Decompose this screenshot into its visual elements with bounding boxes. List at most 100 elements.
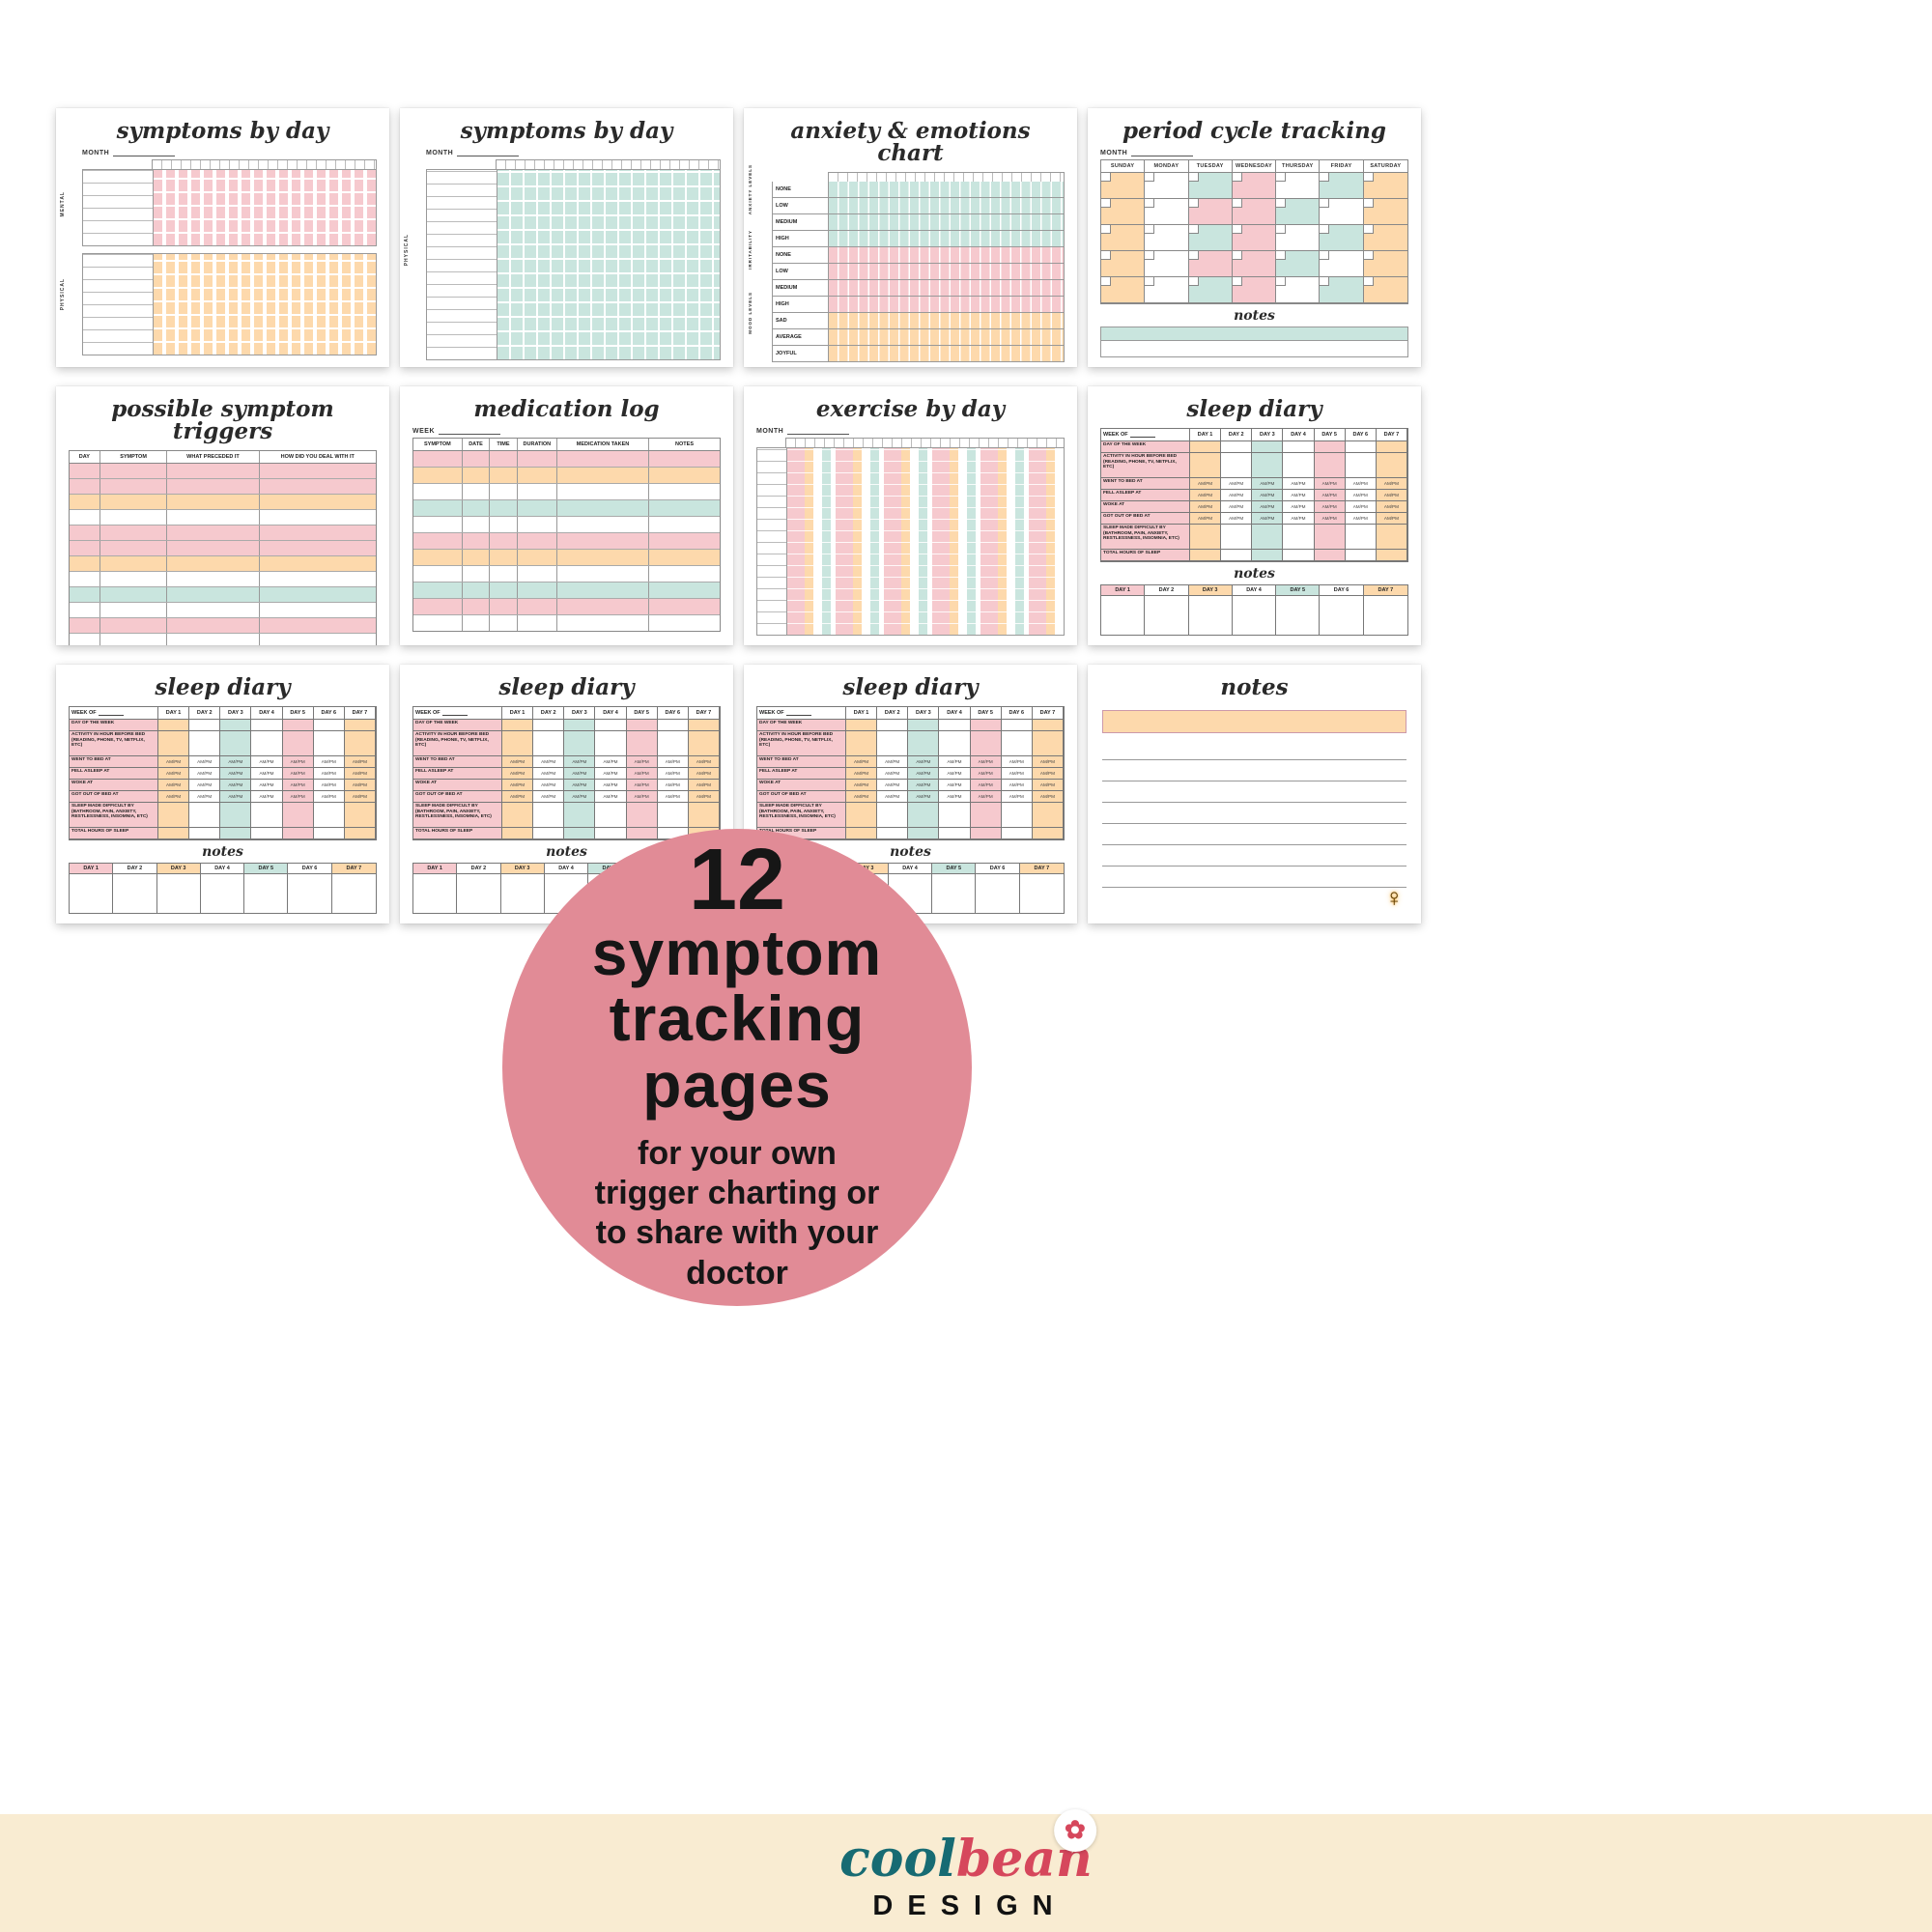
symptom-labels-column — [82, 253, 153, 355]
day-header: DAY 3 — [156, 864, 201, 874]
weekday-header: TUESDAY — [1189, 160, 1233, 172]
anxiety-row-cells — [829, 313, 1064, 328]
triggers-cell — [70, 526, 100, 540]
diary-cell — [1032, 803, 1064, 828]
notes-cell — [1189, 596, 1233, 635]
date-tab — [1145, 225, 1155, 234]
diary-cell: AM/PM — [970, 780, 1002, 791]
day-header: DAY 6 — [1001, 707, 1033, 720]
medication-cell — [649, 451, 720, 467]
month-label: MONTH — [82, 150, 377, 156]
month-label: MONTH — [426, 150, 721, 156]
diary-cell: AM/PM — [564, 780, 596, 791]
day-header: DAY 6 — [657, 707, 689, 720]
date-tab — [1101, 173, 1111, 182]
page-title: symptoms by day — [460, 118, 673, 144]
diary-cell: AM/PM — [1314, 478, 1346, 490]
calendar-day-cell — [1232, 277, 1277, 303]
week-label: WEEK — [412, 428, 721, 435]
notes-cell — [157, 874, 201, 913]
medication-cell — [557, 484, 650, 499]
anxiety-row-label: NONE — [773, 247, 829, 263]
triggers-cell — [260, 603, 376, 617]
diary-cell: AM/PM — [533, 756, 565, 768]
day-numbers-row — [152, 159, 377, 169]
day-header: DAY 2 — [533, 707, 565, 720]
diary-cell — [282, 731, 314, 756]
diary-cell — [688, 720, 720, 731]
column-header: NOTES — [675, 441, 694, 447]
diary-cell — [657, 720, 689, 731]
diary-cell: AM/PM — [595, 791, 627, 803]
anxiety-row: JOYFUL — [773, 346, 1064, 361]
diary-cell — [595, 731, 627, 756]
notes-heading: notes — [1234, 566, 1275, 582]
anxiety-row-cells — [829, 329, 1064, 345]
date-tab — [1363, 225, 1374, 234]
diary-cell: AM/PM — [1032, 756, 1064, 768]
diary-cell: AM/PM — [564, 756, 596, 768]
row-label: SLEEP MADE DIFFICULT BY (BATHROOM, PAIN,… — [1101, 525, 1190, 550]
day-header: DAY 1 — [413, 864, 458, 874]
medication-row — [413, 582, 720, 599]
notes-cell — [244, 874, 289, 913]
diary-cell: AM/PM — [908, 780, 940, 791]
diary-cell: AM/PM — [1190, 478, 1222, 490]
day-header: DAY 6 — [976, 864, 1020, 874]
day-header: DAY 1 — [70, 864, 114, 874]
medication-cell — [557, 500, 650, 516]
diary-cell — [939, 803, 971, 828]
diary-cell — [282, 828, 314, 839]
anxiety-row-label: LOW — [773, 198, 829, 213]
page-sleep-diary-3: sleep diary WEEK OF DAY 1 DAY 2 DAY 3 DA… — [400, 665, 733, 923]
triggers-cell — [260, 618, 376, 633]
page-title: medication log — [473, 396, 660, 422]
sleep-diary-table: WEEK OF DAY 1 DAY 2 DAY 3 DAY 4 DAY 5 DA… — [756, 706, 1065, 840]
anxiety-row-label: JOYFUL — [773, 346, 829, 361]
diary-cell: AM/PM — [908, 791, 940, 803]
day-header: DAY 2 — [1145, 585, 1189, 596]
sleep-diary-table: WEEK OF DAY 1 DAY 2 DAY 3 DAY 4 DAY 5 DA… — [69, 706, 377, 840]
diary-cell: AM/PM — [1001, 780, 1033, 791]
day-header: DAY 4 — [1232, 585, 1277, 596]
diary-cell: AM/PM — [282, 768, 314, 780]
promo-word: tracking — [609, 982, 866, 1055]
diary-cell — [313, 803, 345, 828]
triggers-cell — [70, 603, 100, 617]
diary-cell — [189, 828, 221, 839]
diary-cell — [657, 731, 689, 756]
row-label: WOKE AT — [70, 780, 158, 791]
diary-cell: AM/PM — [877, 756, 909, 768]
medication-cell — [518, 566, 557, 582]
triggers-cell — [260, 572, 376, 586]
anxiety-row-label: HIGH — [773, 297, 829, 312]
notes-cell — [889, 874, 933, 913]
triggers-cell — [260, 510, 376, 525]
date-tab — [1145, 251, 1155, 260]
diary-cell — [908, 803, 940, 828]
diary-cell: AM/PM — [1221, 490, 1253, 501]
week-of-text: WEEK OF — [71, 710, 97, 716]
diary-cell — [595, 720, 627, 731]
diary-cell — [344, 803, 376, 828]
diary-cell: AM/PM — [251, 791, 283, 803]
notes-cell — [1364, 596, 1407, 635]
column-header: TIME — [490, 439, 518, 450]
diary-cell — [1283, 525, 1315, 550]
diary-cell: AM/PM — [688, 768, 720, 780]
page-sleep-diary-2: sleep diary WEEK OF DAY 1 DAY 2 DAY 3 DA… — [56, 665, 389, 923]
week-of-blank-line — [1129, 433, 1155, 438]
notes-heading: notes — [1234, 308, 1275, 324]
diary-cell — [1376, 550, 1407, 561]
date-tab — [1232, 277, 1242, 286]
medication-cell — [413, 566, 463, 582]
day-header: DAY 7 — [1019, 864, 1064, 874]
diary-cell: AM/PM — [657, 791, 689, 803]
medication-cell — [413, 484, 463, 499]
row-label: GOT OUT OF BED AT — [757, 791, 846, 803]
weekday-header-row: SUNDAY MONDAY TUESDAY WEDNESDAY THURSDAY… — [1100, 159, 1408, 172]
diary-cell: AM/PM — [939, 791, 971, 803]
weekday-header: WEDNESDAY — [1233, 160, 1277, 172]
diary-cell: AM/PM — [1032, 791, 1064, 803]
